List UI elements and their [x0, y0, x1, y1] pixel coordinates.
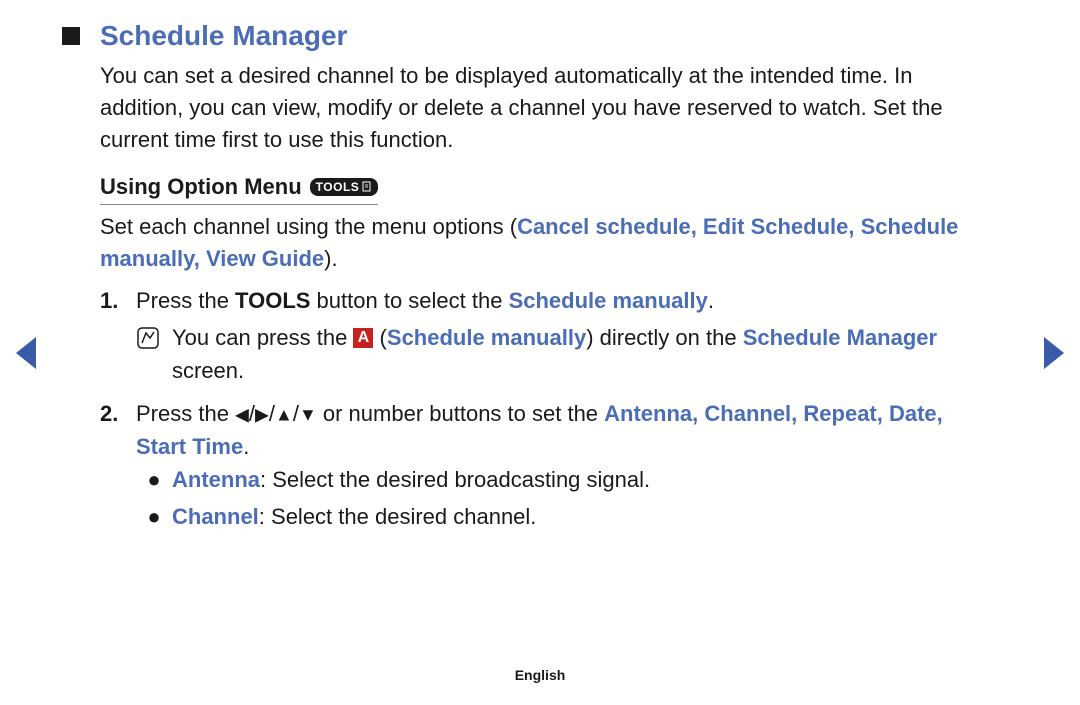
- step-content: Press the TOOLS button to select the Sch…: [136, 284, 980, 391]
- bullet-desc: : Select the desired channel.: [259, 504, 537, 529]
- nav-next-button[interactable]: [1040, 335, 1068, 376]
- note-highlight1: Schedule manually: [387, 325, 586, 350]
- step-content: Press the ◀/▶/▲/▼ or number buttons to s…: [136, 397, 980, 537]
- subtitle: Using Option Menu: [100, 174, 302, 200]
- bullet-label: Channel: [172, 504, 259, 529]
- step1-highlight: Schedule manually: [509, 288, 708, 313]
- note-icon-wrap: [136, 321, 172, 387]
- step1-mid: button to select the: [310, 288, 508, 313]
- page-content: Schedule Manager You can set a desired c…: [0, 0, 1080, 563]
- options-paragraph: Set each channel using the menu options …: [100, 211, 980, 275]
- footer-language: English: [0, 667, 1080, 683]
- bullet-label: Antenna: [172, 467, 260, 492]
- tools-note-icon: [362, 181, 372, 193]
- right-arrow-icon: ▶: [255, 405, 269, 425]
- note-icon: [136, 326, 160, 350]
- step-number: 2.: [100, 397, 136, 537]
- note-suffix: screen.: [172, 358, 244, 383]
- up-arrow-icon: ▲: [275, 405, 293, 425]
- subtitle-row: Using Option Menu TOOLS: [100, 174, 378, 205]
- left-arrow-icon: ◀: [235, 405, 249, 425]
- note-row: You can press the A (Schedule manually) …: [136, 321, 980, 387]
- bullet-list: ● Antenna: Select the desired broadcasti…: [136, 463, 980, 533]
- bullet-dot-icon: ●: [136, 500, 172, 533]
- tools-badge-label: TOOLS: [316, 180, 360, 194]
- note-paren-open: (: [373, 325, 386, 350]
- page-title: Schedule Manager: [100, 20, 347, 52]
- square-bullet-icon: [62, 27, 80, 45]
- bullet-item: ● Channel: Select the desired channel.: [136, 500, 980, 533]
- step1-suffix: .: [708, 288, 714, 313]
- down-arrow-icon: ▼: [299, 405, 317, 425]
- bullet-text: Channel: Select the desired channel.: [172, 500, 536, 533]
- step-2: 2. Press the ◀/▶/▲/▼ or number buttons t…: [100, 397, 980, 537]
- step-number: 1.: [100, 284, 136, 391]
- note-highlight2: Schedule Manager: [743, 325, 937, 350]
- bullet-desc: : Select the desired broadcasting signal…: [260, 467, 650, 492]
- red-a-icon: A: [353, 328, 373, 348]
- note-text: You can press the A (Schedule manually) …: [172, 321, 980, 387]
- tools-badge-icon: TOOLS: [310, 178, 379, 196]
- options-suffix: ).: [324, 246, 337, 271]
- intro-paragraph: You can set a desired channel to be disp…: [100, 60, 980, 156]
- note-paren-close: ) directly on the: [586, 325, 743, 350]
- options-prefix: Set each channel using the menu options …: [100, 214, 517, 239]
- step1-bold: TOOLS: [235, 288, 310, 313]
- step2-prefix: Press the: [136, 401, 235, 426]
- step2-suffix: .: [243, 434, 249, 459]
- title-row: Schedule Manager: [62, 20, 980, 52]
- bullet-dot-icon: ●: [136, 463, 172, 496]
- note-prefix: You can press the: [172, 325, 353, 350]
- bullet-text: Antenna: Select the desired broadcasting…: [172, 463, 650, 496]
- step-1: 1. Press the TOOLS button to select the …: [100, 284, 980, 391]
- step1-prefix: Press the: [136, 288, 235, 313]
- step2-mid: or number buttons to set the: [317, 401, 604, 426]
- nav-prev-button[interactable]: [12, 335, 40, 376]
- bullet-item: ● Antenna: Select the desired broadcasti…: [136, 463, 980, 496]
- steps-list: 1. Press the TOOLS button to select the …: [100, 284, 980, 537]
